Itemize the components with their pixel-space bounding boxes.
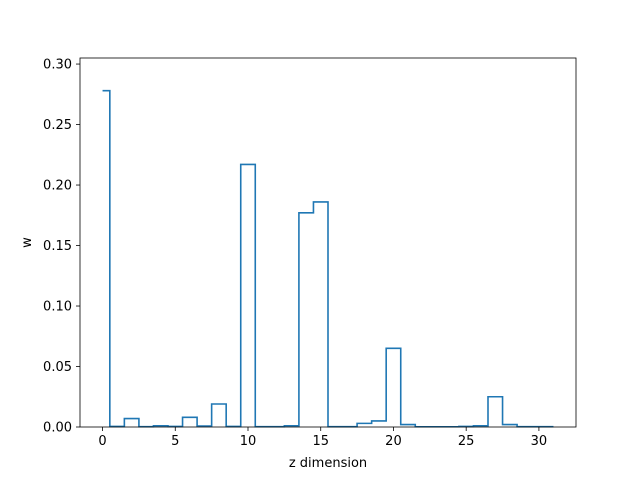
y-tick-label: 0.15 [43, 239, 72, 254]
x-tick-label: 10 [240, 434, 257, 449]
x-tick-label: 15 [312, 434, 329, 449]
y-tick-label: 0.00 [43, 421, 72, 436]
plot-area [102, 89, 554, 428]
x-tick-label: 0 [98, 434, 106, 449]
y-tick-label: 0.20 [43, 179, 72, 194]
x-tick-label: 5 [171, 434, 179, 449]
x-tick-label: 25 [458, 434, 475, 449]
series-step-line-0 [102, 89, 554, 428]
y-tick-label: 0.10 [43, 300, 72, 315]
y-axis-label: w [20, 237, 35, 248]
x-tick-label: 30 [531, 434, 548, 449]
y-tick-label: 0.25 [43, 118, 72, 133]
y-tick-label: 0.05 [43, 360, 72, 375]
x-tick-label: 20 [385, 434, 402, 449]
y-tick-label: 0.30 [43, 58, 72, 73]
y-axis-ticks: 0.00 0.05 0.10 0.15 0.20 0.25 0.30 [43, 58, 80, 436]
x-axis-ticks: 0 5 10 15 20 25 30 [98, 427, 547, 449]
axes-frame [79, 57, 577, 428]
x-axis-label: z dimension [289, 456, 367, 471]
